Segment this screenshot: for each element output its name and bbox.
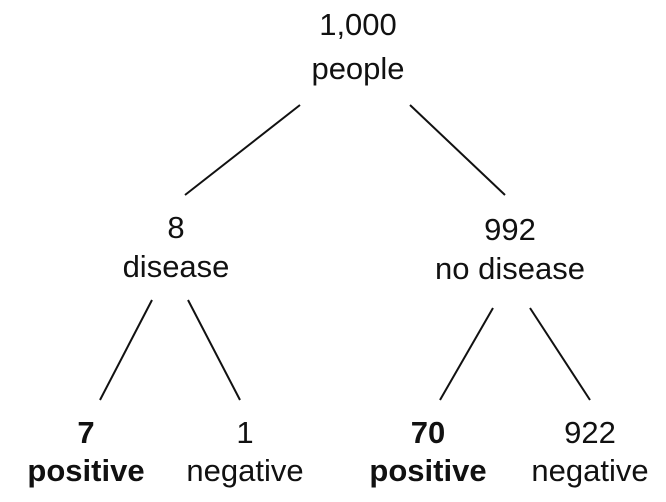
- node-label: disease: [123, 249, 230, 284]
- edge: [439, 307, 494, 401]
- edge: [187, 299, 241, 401]
- node-count: 1: [236, 415, 253, 450]
- node-label: people: [311, 51, 404, 86]
- edge: [184, 104, 301, 196]
- node-count: 70: [411, 415, 445, 450]
- node-label: no disease: [435, 251, 585, 286]
- node-count: 7: [77, 415, 94, 450]
- node-count: 922: [564, 415, 616, 450]
- edge: [409, 104, 506, 196]
- node-label: positive: [369, 453, 486, 488]
- edge: [529, 307, 591, 401]
- node-label: positive: [27, 453, 144, 488]
- node-count: 1,000: [319, 7, 397, 42]
- node-label: negative: [186, 453, 303, 488]
- node-label: negative: [531, 453, 648, 488]
- node-count: 8: [167, 210, 184, 245]
- edge: [99, 299, 153, 401]
- node-count: 992: [484, 212, 536, 247]
